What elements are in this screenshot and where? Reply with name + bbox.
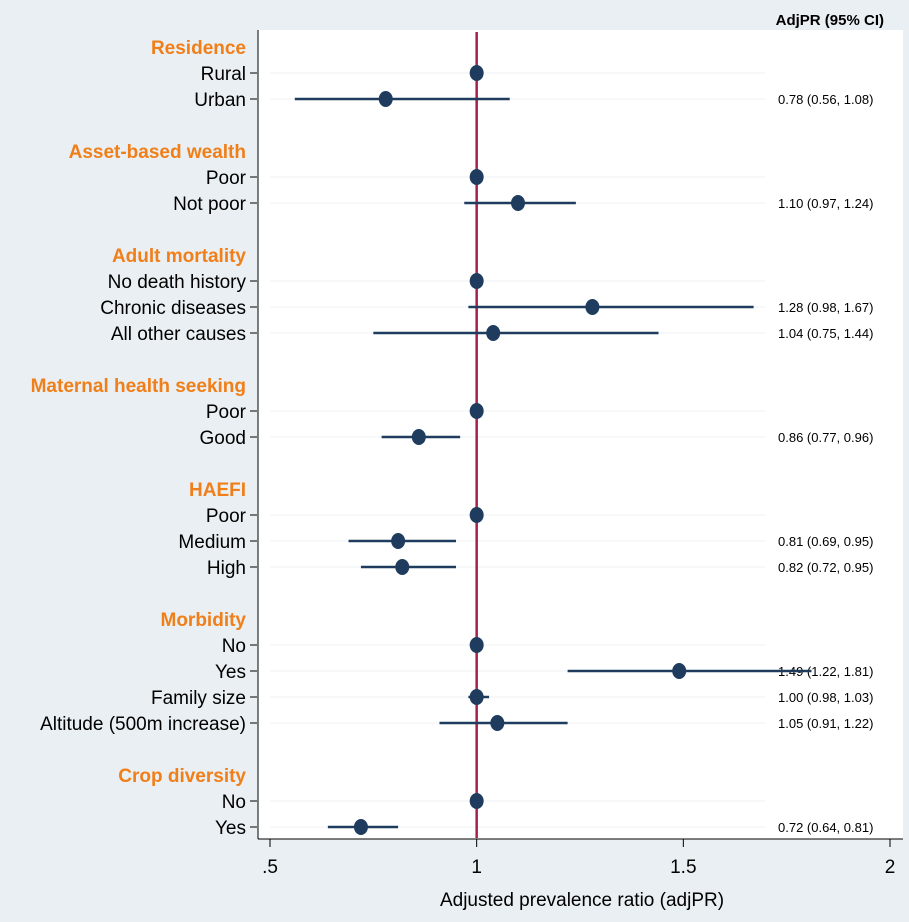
point-estimate <box>353 819 368 835</box>
point-estimate <box>469 793 484 809</box>
point-estimate <box>469 403 484 419</box>
point-estimate <box>490 715 505 731</box>
row-label: Altitude (500m increase) <box>40 714 246 735</box>
x-axis: .5 1 1.5 2 <box>257 30 903 878</box>
group-label: Adult mortality <box>112 246 246 267</box>
group-label: HAEFI <box>189 480 246 501</box>
group-label: Residence <box>151 38 246 59</box>
row-label: No <box>222 792 246 813</box>
row-label: No <box>222 636 246 657</box>
point-estimate <box>469 273 484 289</box>
point-estimate <box>469 65 484 81</box>
marks-layer <box>294 65 812 835</box>
point-estimate <box>511 195 525 211</box>
x-tick-label: 2 <box>885 857 896 878</box>
point-estimate <box>486 325 501 341</box>
x-tick-label: .5 <box>262 857 278 878</box>
row-label: Poor <box>206 168 247 189</box>
row-label: Chronic diseases <box>100 298 246 319</box>
estimate-text: 0.78 (0.56, 1.08) <box>778 92 873 107</box>
x-axis-label: Adjusted prevalence ratio (adjPR) <box>440 890 724 911</box>
estimate-text: 1.04 (0.75, 1.44) <box>778 326 873 341</box>
estimate-text: 1.05 (0.91, 1.22) <box>778 716 873 731</box>
row-label: Medium <box>178 532 246 553</box>
estimate-text: 0.86 (0.77, 0.96) <box>778 430 873 445</box>
group-label: Morbidity <box>161 610 247 631</box>
point-estimate <box>585 299 600 315</box>
estimate-text: 1.49 (1.22, 1.81) <box>778 664 873 679</box>
estimate-text: 1.28 (0.98, 1.67) <box>778 300 873 315</box>
row-label: Poor <box>206 506 247 527</box>
point-estimate <box>378 91 393 107</box>
group-label: Crop diversity <box>118 766 246 787</box>
row-label: Yes <box>215 818 246 839</box>
point-estimate <box>469 507 484 523</box>
group-label: Asset-based wealth <box>69 142 246 163</box>
estimate-text: 0.82 (0.72, 0.95) <box>778 560 873 575</box>
point-estimate <box>469 637 484 653</box>
point-estimate <box>672 663 687 679</box>
row-label: Yes <box>215 662 246 683</box>
x-tick-label: 1.5 <box>670 857 696 878</box>
row-label: Family size <box>151 688 246 709</box>
estimate-text: 0.72 (0.64, 0.81) <box>778 820 873 835</box>
row-label: Rural <box>201 64 246 85</box>
point-estimate <box>391 533 406 549</box>
estimate-text: 1.00 (0.98, 1.03) <box>778 690 873 705</box>
row-label: High <box>207 558 246 579</box>
row-label: All other causes <box>111 324 246 345</box>
point-estimate <box>469 689 484 705</box>
row-label: Poor <box>206 402 247 423</box>
row-label: No death history <box>108 272 247 293</box>
estimate-text: 0.81 (0.69, 0.95) <box>778 534 873 549</box>
x-tick-label: 1 <box>471 857 482 878</box>
point-estimate <box>411 429 426 445</box>
row-label: Good <box>200 428 246 449</box>
point-estimate <box>469 169 484 185</box>
point-estimate <box>395 559 410 575</box>
rows-layer: Residence Rural Urban 0.78 (0.56, 1.08) Asse… <box>31 38 874 839</box>
plot-area <box>258 30 903 839</box>
group-label: Maternal health seeking <box>31 376 246 397</box>
row-label: Urban <box>194 90 246 111</box>
row-label: Not poor <box>173 194 247 215</box>
column-header: AdjPR (95% CI) <box>776 12 884 29</box>
estimate-text: 1.10 (0.97, 1.24) <box>778 196 873 211</box>
